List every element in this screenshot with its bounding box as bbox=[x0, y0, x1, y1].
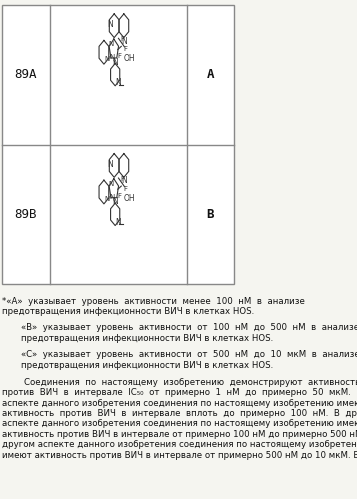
Text: N: N bbox=[112, 197, 118, 206]
Text: F: F bbox=[123, 186, 127, 192]
Text: N: N bbox=[121, 37, 127, 46]
Text: N: N bbox=[110, 194, 115, 200]
Text: F: F bbox=[123, 46, 127, 52]
Text: *«А»  указывает  уровень  активности  менее  100  нМ  в  анализе
предотвращения : *«А» указывает уровень активности менее … bbox=[2, 297, 305, 316]
Text: «B»  указывает  уровень  активности  от  100  нМ  до  500  нМ  в  анализе
предот: «B» указывает уровень активности от 100 … bbox=[21, 323, 357, 343]
Text: Соединения  по  настоящему  изобретению  демонстрируют  активность
против  ВИЧ  : Соединения по настоящему изобретению дем… bbox=[2, 378, 357, 460]
Text: N: N bbox=[115, 78, 121, 87]
Text: F: F bbox=[120, 36, 124, 42]
Text: N: N bbox=[104, 56, 109, 62]
Text: N: N bbox=[107, 160, 113, 169]
Text: N: N bbox=[109, 181, 114, 187]
Text: N: N bbox=[109, 41, 114, 47]
Text: N: N bbox=[110, 54, 115, 60]
Text: OH: OH bbox=[123, 54, 135, 63]
Text: F: F bbox=[120, 176, 124, 182]
Text: N: N bbox=[107, 20, 113, 29]
Text: N: N bbox=[115, 218, 121, 227]
Text: F: F bbox=[117, 193, 121, 199]
Text: N: N bbox=[112, 57, 118, 66]
Text: N: N bbox=[121, 177, 127, 186]
Text: 89A: 89A bbox=[15, 68, 37, 81]
Text: N: N bbox=[104, 196, 109, 202]
Text: OH: OH bbox=[123, 194, 135, 203]
FancyBboxPatch shape bbox=[2, 5, 234, 284]
Text: A: A bbox=[207, 68, 214, 81]
Text: «C»  указывает  уровень  активности  от  500  нМ  до  10  мкМ  в  анализе
предот: «C» указывает уровень активности от 500 … bbox=[21, 350, 357, 370]
Text: 89B: 89B bbox=[15, 208, 37, 221]
Text: F: F bbox=[117, 53, 121, 59]
Text: B: B bbox=[207, 208, 214, 221]
